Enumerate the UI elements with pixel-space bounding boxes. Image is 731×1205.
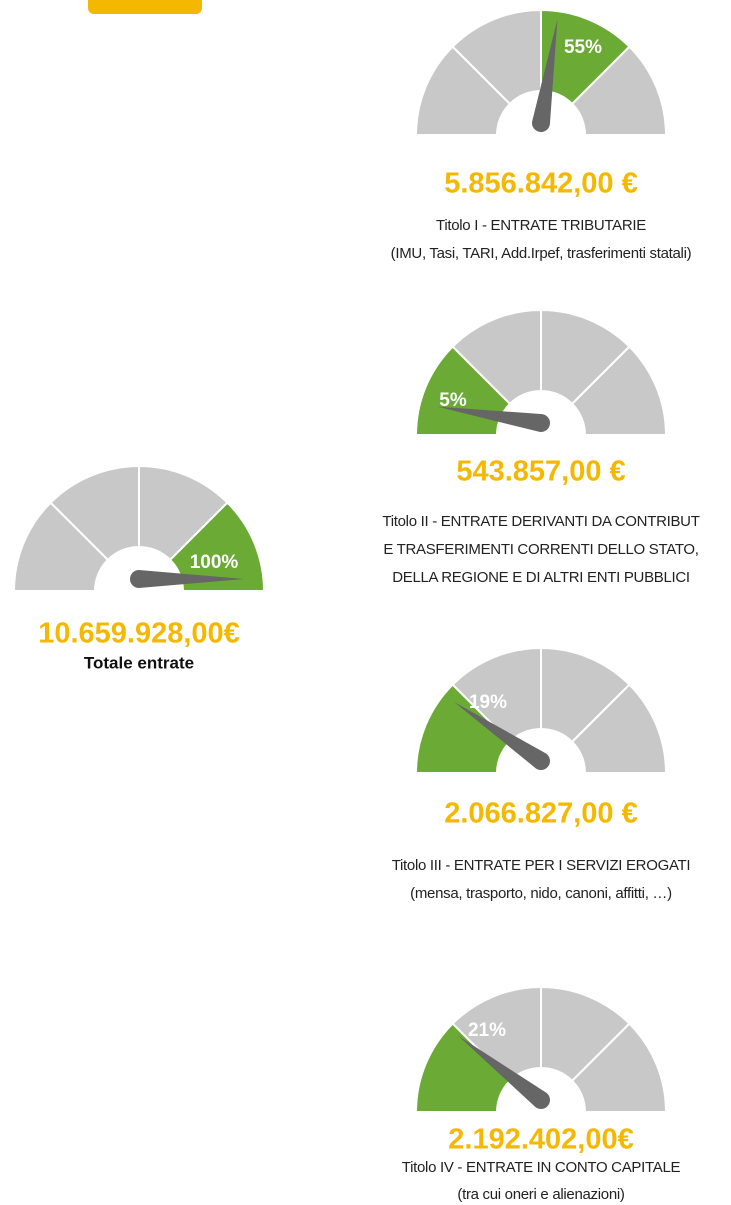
- amount: 543.857,00 €: [456, 456, 625, 488]
- yellow-tab: [88, 0, 202, 14]
- description-line: (IMU, Tasi, TARI, Add.Irpef, trasferimen…: [391, 245, 692, 262]
- gauge-percent: 19%: [469, 692, 507, 713]
- gauge-percent: 5%: [439, 390, 467, 411]
- description-line: Totale entrate: [84, 653, 194, 672]
- description-line: (mensa, trasporto, nido, canoni, affitti…: [410, 885, 672, 902]
- gauge-needle: [531, 19, 558, 133]
- description-line: (tra cui oneri e alienazioni): [457, 1186, 625, 1203]
- gauge-fill: [414, 1022, 512, 1113]
- gauge-fill: [414, 683, 512, 774]
- gauge-sector: [570, 1022, 668, 1113]
- amount: 5.856.842,00 €: [444, 168, 638, 200]
- gauge-sector: [570, 45, 668, 136]
- description-line: E TRASFERIMENTI CORRENTI DELLO STATO,: [383, 541, 698, 558]
- gauge-needle: [454, 701, 551, 771]
- description-line: Titolo III - ENTRATE PER I SERVIZI EROGA…: [392, 857, 691, 874]
- gauge-needle: [437, 406, 551, 433]
- gauge-percent: 100%: [190, 552, 239, 573]
- gauge-percent: 55%: [564, 37, 602, 58]
- description-line: Titolo II - ENTRATE DERIVANTI DA CONTRIB…: [382, 513, 699, 530]
- gauge-sector: [570, 683, 668, 774]
- amount: 2.192.402,00€: [448, 1124, 633, 1156]
- description-line: Titolo I - ENTRATE TRIBUTARIE: [436, 217, 646, 234]
- gauge-sector: [570, 345, 668, 436]
- gauge-needle: [130, 570, 244, 588]
- description-line: Titolo IV - ENTRATE IN CONTO CAPITALE: [402, 1159, 681, 1176]
- description-line: DELLA REGIONE E DI ALTRI ENTI PUBBLICI: [392, 569, 690, 586]
- gauge-percent: 21%: [468, 1020, 506, 1041]
- gauge-fill: [168, 501, 266, 592]
- amount: 10.659.928,00€: [38, 618, 240, 650]
- amount: 2.066.827,00 €: [444, 798, 638, 830]
- gauge-needle: [458, 1035, 551, 1109]
